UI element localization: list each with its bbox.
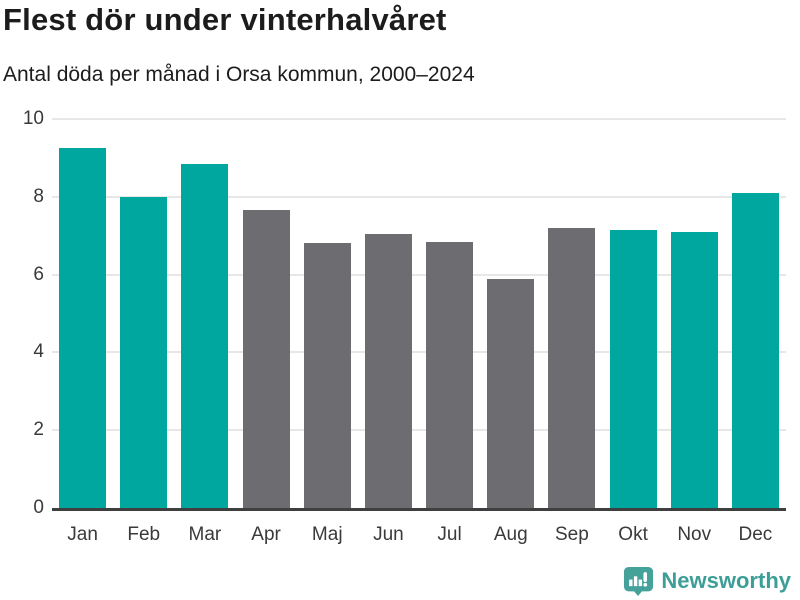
y-tick-label: 6 <box>33 263 44 285</box>
x-tick-label: Jan <box>67 524 98 545</box>
bar-apr <box>242 210 290 508</box>
x-tick-label: Maj <box>311 524 343 545</box>
x-axis: Jan Feb Mar Apr Maj Jun Jul Aug Sep Okt Nov Dec <box>52 518 786 548</box>
bar-chart-speech-bubble-icon <box>624 566 654 596</box>
newsworthy-logo: Newsworthy <box>623 566 791 596</box>
x-tick-label: Mar <box>188 524 222 545</box>
plot-area <box>52 118 786 511</box>
bar-jun <box>364 233 412 508</box>
x-tick-label: Jun <box>373 524 404 545</box>
x-tick-label: Feb <box>127 524 161 545</box>
bar-dec <box>731 192 779 508</box>
bar-jan <box>59 148 107 508</box>
x-tick-label: Sep <box>555 524 589 545</box>
brand-name: Newsworthy <box>661 568 791 593</box>
gridline <box>52 429 786 432</box>
y-tick-label: 0 <box>33 497 44 518</box>
chart-title: Flest dör under vinterhalvåret <box>3 2 447 37</box>
y-tick-label: 10 <box>22 108 44 129</box>
bar-aug <box>487 278 535 508</box>
bar-mar <box>181 163 229 508</box>
gridline <box>52 195 786 198</box>
x-tick-label: Nov <box>677 524 712 545</box>
x-tick-label: Jul <box>437 524 462 545</box>
bar-chart: 0 2 4 6 8 10 Jan Feb Mar Apr Maj Jun Jul Aug Sep Okt No… <box>0 108 800 560</box>
x-tick-label: Okt <box>618 524 648 545</box>
bar-nov <box>670 231 718 508</box>
gridline <box>52 273 786 276</box>
x-tick-label: Dec <box>738 524 773 545</box>
y-tick-label: 4 <box>33 341 44 363</box>
y-tick-label: 2 <box>33 419 44 441</box>
gridline <box>52 351 786 354</box>
gridline <box>52 118 786 120</box>
bar-feb <box>120 196 168 508</box>
bar-okt <box>609 229 657 508</box>
bar-jul <box>426 241 474 508</box>
y-tick-label: 8 <box>33 185 44 207</box>
bar-maj <box>303 243 351 508</box>
x-tick-label: Apr <box>251 524 281 545</box>
chart-subtitle: Antal döda per månad i Orsa kommun, 2000… <box>3 63 475 86</box>
bar-sep <box>548 227 596 508</box>
y-axis: 0 2 4 6 8 10 <box>0 108 44 518</box>
x-tick-label: Aug <box>493 524 528 545</box>
